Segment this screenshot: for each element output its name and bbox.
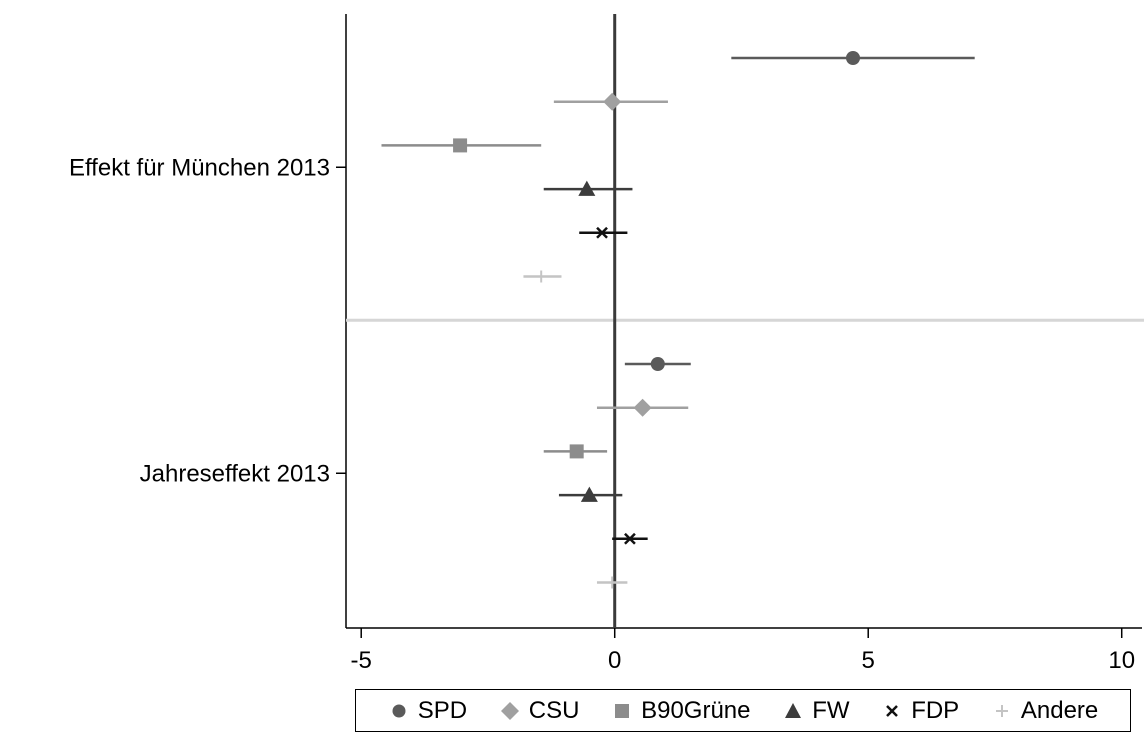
point-fw-group-0 bbox=[578, 180, 596, 196]
legend-item-csu: CSU bbox=[499, 696, 580, 725]
x-tick-label-10: 10 bbox=[1108, 647, 1135, 674]
legend-item-spd: SPD bbox=[388, 697, 467, 725]
legend-marker-spd bbox=[392, 704, 406, 717]
point-csu-group-1 bbox=[633, 398, 652, 417]
legend-label-spd: SPD bbox=[417, 696, 468, 724]
legend-marker-andere bbox=[995, 704, 1008, 717]
point-spd-group-1 bbox=[650, 357, 665, 371]
legend-label-b90grne: B90Grüne bbox=[641, 696, 751, 724]
coefficient-plot: -5 0 5 10 Effekt für München 2013 Jahreseffek… bbox=[69, 14, 1144, 674]
legend-marker-fw bbox=[785, 702, 802, 718]
point-b90grne-group-1 bbox=[569, 444, 584, 459]
legend-label-fdp: FDP bbox=[911, 696, 960, 724]
legend: SPD CSU B90Grüne FW FDP Andere bbox=[355, 689, 1131, 732]
legend-item-andere: Andere bbox=[991, 697, 1098, 725]
x-tick-label-0: 0 bbox=[608, 647, 621, 674]
legend-marker-b90grne bbox=[615, 703, 630, 718]
legend-marker-fdp bbox=[886, 704, 899, 717]
point-fdp-group-1 bbox=[624, 532, 636, 545]
legend-item-fw: FW bbox=[782, 696, 850, 725]
point-fw-group-1 bbox=[580, 486, 598, 502]
y-tick-label-group-0: Effekt für München 2013 bbox=[69, 154, 330, 181]
legend-marker-csu bbox=[500, 701, 519, 720]
x-tick-label--5: -5 bbox=[351, 647, 372, 674]
y-tick-label-group-1: Jahreseffekt 2013 bbox=[140, 460, 330, 487]
legend-item-b90grne: B90Grüne bbox=[611, 696, 751, 725]
point-spd-group-0 bbox=[846, 51, 861, 65]
point-andere-group-0 bbox=[535, 270, 548, 283]
legend-item-fdp: FDP bbox=[881, 697, 959, 725]
legend-label-csu: CSU bbox=[528, 696, 580, 724]
x-tick-label-5: 5 bbox=[862, 647, 875, 674]
point-b90grne-group-0 bbox=[453, 138, 468, 153]
point-fdp-group-0 bbox=[596, 226, 608, 239]
point-csu-group-0 bbox=[603, 92, 622, 111]
legend-label-fw: FW bbox=[812, 696, 850, 724]
legend-label-andere: Andere bbox=[1020, 696, 1099, 724]
point-andere-group-1 bbox=[606, 576, 619, 589]
